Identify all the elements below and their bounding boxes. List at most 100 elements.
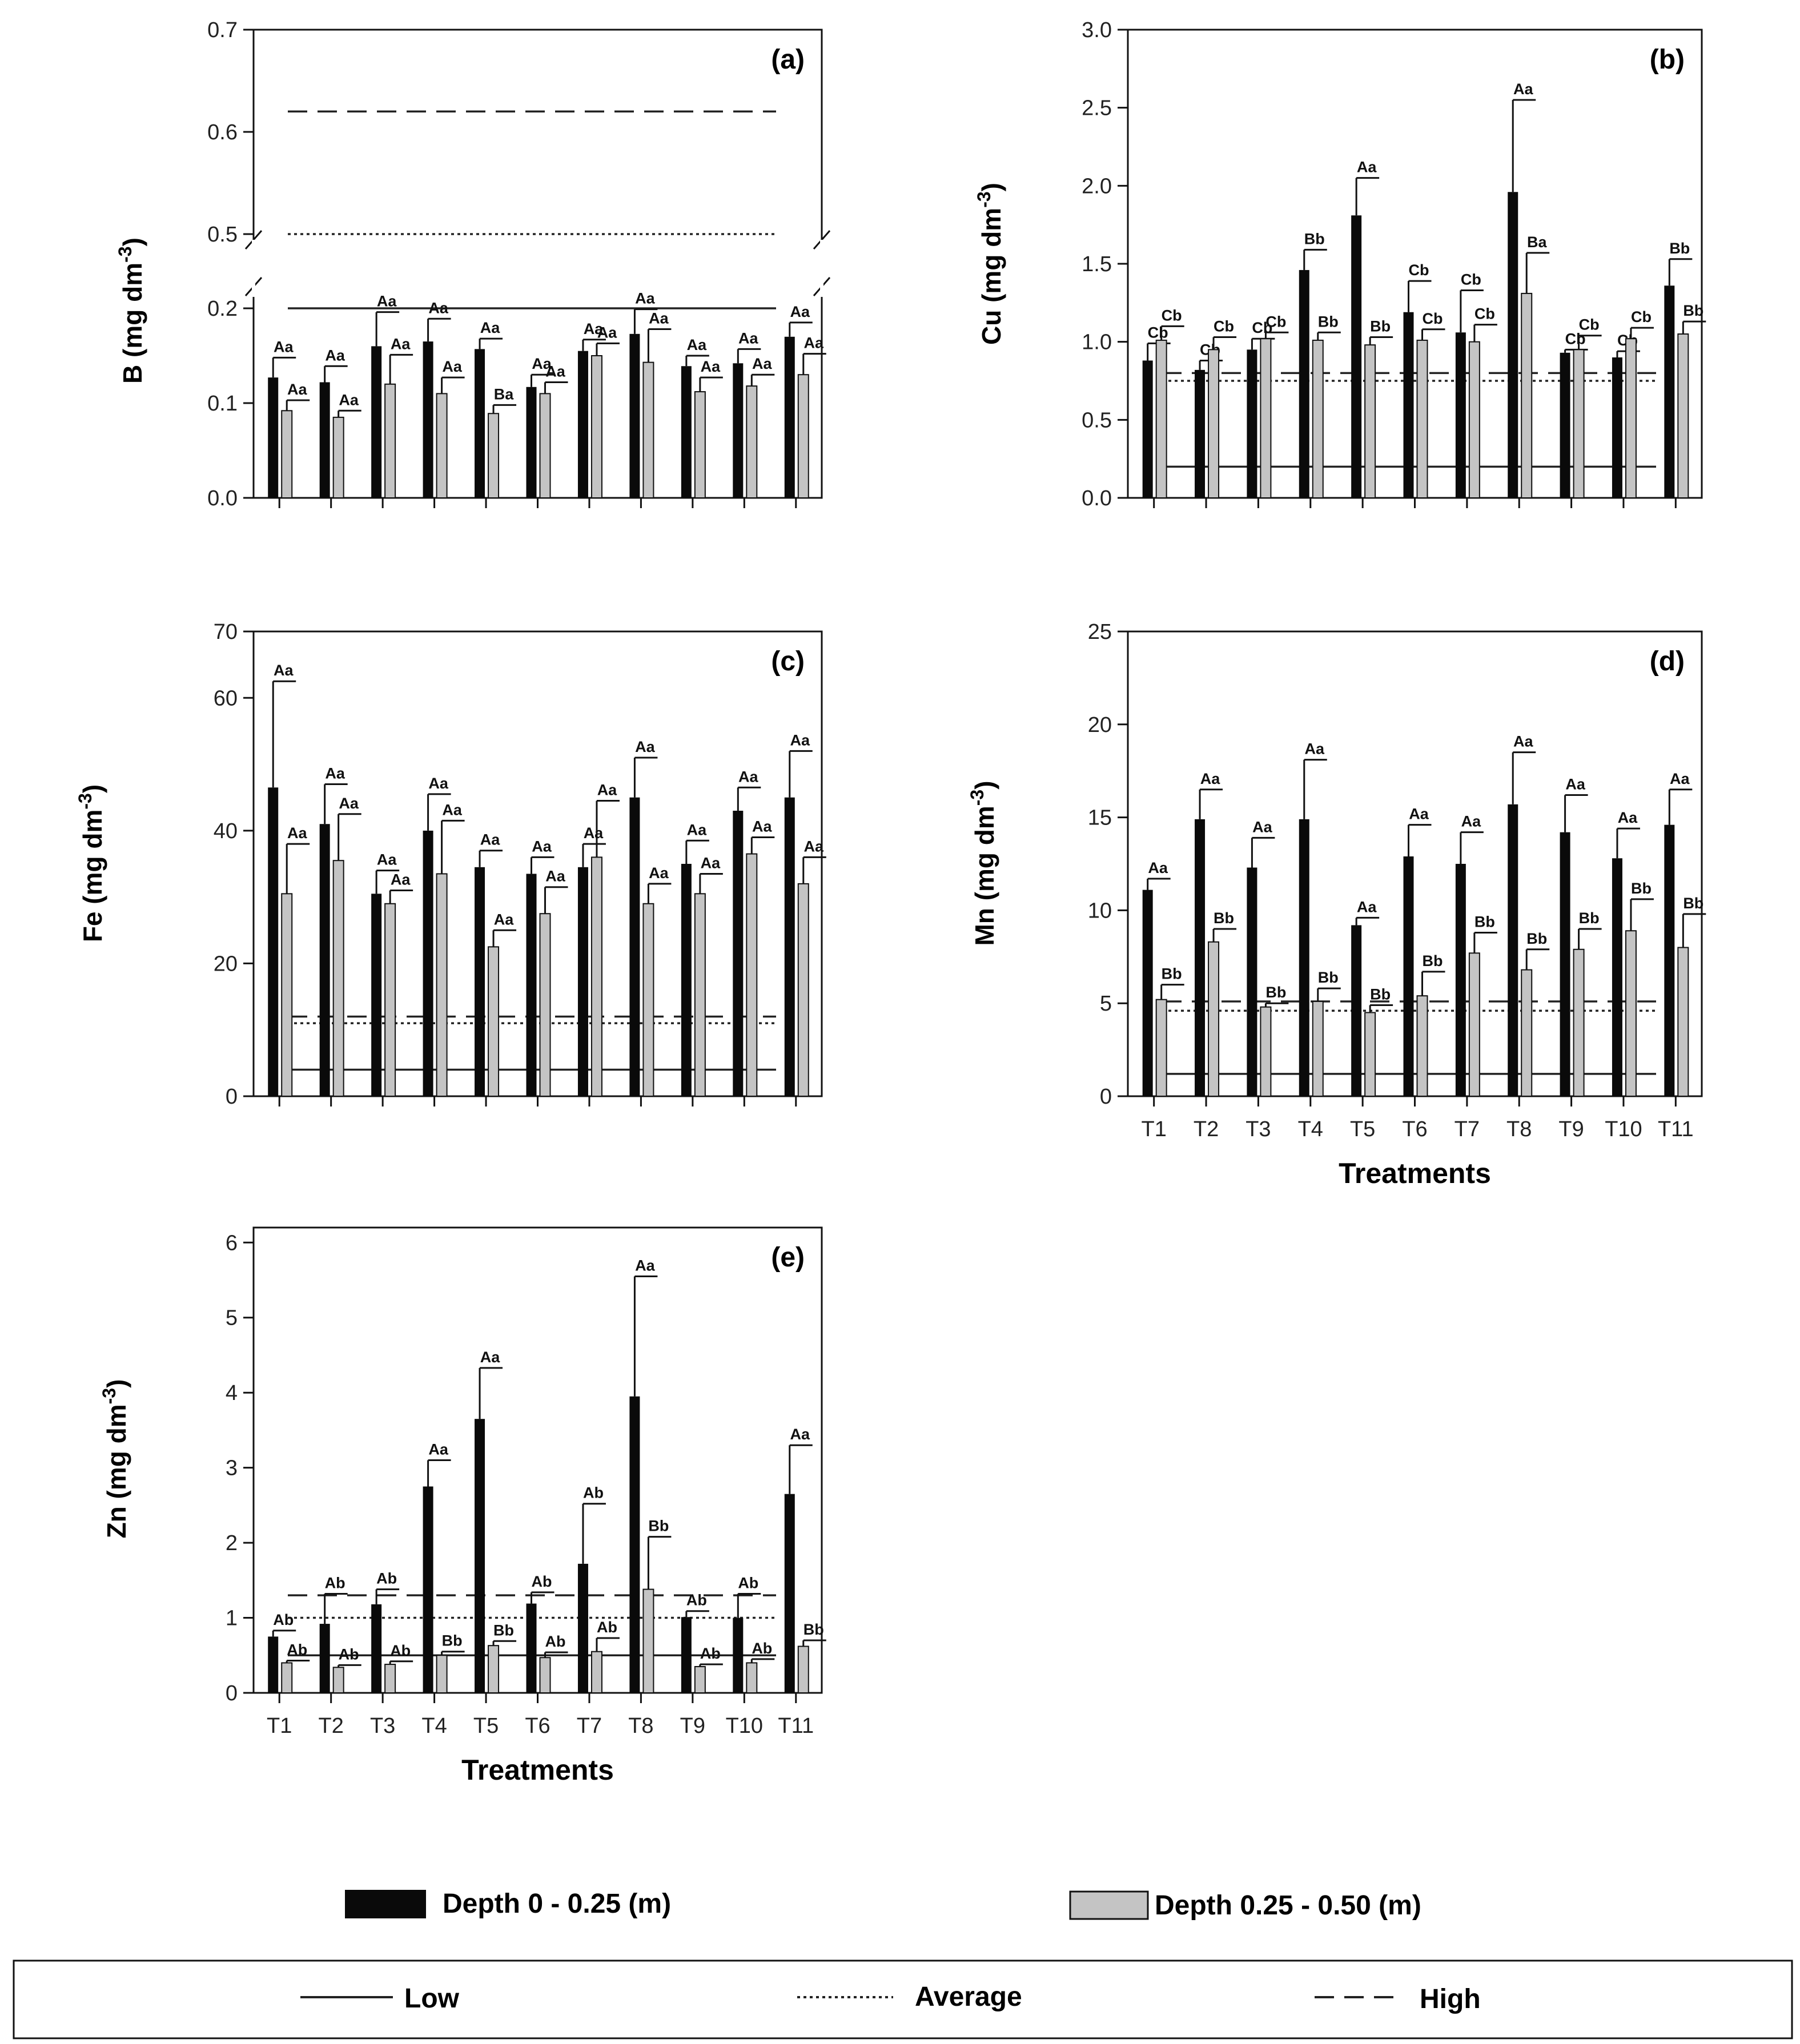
panel-d-significance-label: Bb <box>1579 910 1600 927</box>
panel-c-y-tick-label: 40 <box>214 819 238 843</box>
panel-e-significance-label: Ab <box>532 1573 552 1590</box>
panel-a-significance-label: Aa <box>649 310 669 327</box>
panel-e-bar-t7-depth2 <box>590 1651 602 1694</box>
panel-e-bar-t5-depth1 <box>475 1419 485 1693</box>
panel-d-y-tick-label: 25 <box>1088 620 1112 644</box>
panel-c-significance-label: Aa <box>584 824 604 842</box>
panel-c-bar-t5-depth2 <box>488 946 500 1097</box>
panel-e-significance-label: Ab <box>287 1641 307 1658</box>
panel-a-significance-label: Aa <box>804 335 824 352</box>
legend-low-label: Low <box>404 1983 460 2014</box>
panel-c-significance-label: Aa <box>635 738 655 755</box>
panel-e-bar-t1-depth2 <box>281 1662 293 1694</box>
panel-a-bar-t8-depth1 <box>629 333 640 498</box>
panel-a-bar-t3-depth2 <box>384 383 396 498</box>
panel-e-y-tick-label: 0 <box>226 1681 238 1705</box>
panel-d-significance-label: Aa <box>1409 806 1429 823</box>
panel-a-significance-label: Aa <box>687 336 707 353</box>
panel-d-panel-tag: (d) <box>1650 646 1685 677</box>
panel-d-x-tick-label: T8 <box>1506 1117 1532 1141</box>
panel-a-significance-label: Aa <box>287 381 307 398</box>
panel-d-bar-t1-depth1 <box>1142 890 1153 1096</box>
panel-e-x-tick-label: T7 <box>577 1714 602 1738</box>
panel-e-significance-label: Ab <box>686 1592 707 1609</box>
panel-a-significance-label: Aa <box>584 320 604 337</box>
panel-c-significance-label: Aa <box>752 818 772 835</box>
panel-d-bar-t6-depth2 <box>1416 995 1428 1097</box>
panel-b-bar-t9-depth2 <box>1573 349 1585 498</box>
panel-b-y-tick-label: 2.5 <box>1082 96 1112 120</box>
panel-b-significance-label: Cb <box>1214 317 1234 335</box>
panel-d-bar-t2-depth1 <box>1195 819 1206 1096</box>
legend-high-label: High <box>1420 1984 1481 2014</box>
panel-a-significance-label: Aa <box>532 355 552 372</box>
panel-b-bar-t11-depth1 <box>1664 285 1675 498</box>
panel-e-x-tick-label: T9 <box>680 1714 705 1738</box>
panel-c-bar-t7-depth2 <box>590 856 602 1097</box>
panel-b-significance-label: Aa <box>1513 81 1533 98</box>
panel-a-significance-label: Aa <box>752 355 772 372</box>
panel-c-bar-t9-depth2 <box>694 893 706 1097</box>
panel-e-bar-t2-depth2 <box>332 1667 344 1693</box>
panel-d-bar-t7-depth1 <box>1455 864 1466 1096</box>
panel-e-y-tick-label: 3 <box>226 1456 238 1480</box>
panel-d-chart: 0 5 10 15 20 25 T1 T2 T3 T4 T5 T6 T7 T8 T9 T10 T11 Aa Aa Aa… <box>967 620 1706 1189</box>
panel-a-y-axis-label: B (mg dm-3) <box>115 238 147 384</box>
panel-e-significance-label: Bb <box>442 1632 463 1649</box>
panel-d-bar-t4-depth2 <box>1312 1000 1324 1097</box>
panel-c-significance-label: Aa <box>701 854 721 871</box>
panel-d-y-axis-label: Mn (mg dm-3) <box>967 780 999 945</box>
panel-b-bar-t2-depth1 <box>1195 369 1206 498</box>
panel-a-significance-label: Aa <box>391 335 411 352</box>
panel-e-significance-label: Ab <box>738 1574 758 1591</box>
panel-b-bar-t7-depth2 <box>1468 341 1480 499</box>
reference-legend: Low Average High <box>13 1959 1793 2039</box>
panel-c-significance-label: Aa <box>597 782 617 799</box>
panel-b-bar-t4-depth1 <box>1299 269 1309 498</box>
panel-d-bar-t10-depth2 <box>1625 930 1637 1097</box>
panel-e-bar-t8-depth1 <box>629 1396 640 1693</box>
panel-e-bar-t4-depth2 <box>436 1655 448 1693</box>
panel-b-bar-t8-depth2 <box>1521 292 1533 499</box>
panel-d-x-tick-label: T5 <box>1350 1117 1375 1141</box>
panel-a-significance-label: Ba <box>494 385 514 403</box>
panel-b-significance-label: Bb <box>1370 317 1391 335</box>
panel-a-y-tick-label: 0.2 <box>207 297 238 321</box>
panel-c-bar-t4-depth2 <box>436 873 448 1097</box>
panel-a-y-axis-label-superscript: -3 <box>115 246 135 262</box>
panel-d-y-tick-label: 10 <box>1088 899 1112 923</box>
panel-a-bar-t6-depth2 <box>539 393 551 499</box>
panel-c-y-tick-label: 20 <box>214 952 238 976</box>
panel-a-axis-break-gap <box>242 240 833 297</box>
panel-a-bar-t11-depth1 <box>784 336 795 498</box>
panel-a-bar-t6-depth1 <box>526 387 537 498</box>
panel-a-significance-label: Aa <box>274 338 294 355</box>
panel-c-significance-label: Aa <box>274 662 294 679</box>
panel-d-y-tick-label: 15 <box>1088 806 1112 830</box>
panel-b-significance-label: Aa <box>1357 159 1377 176</box>
panel-d-significance-label: Bb <box>1370 985 1391 1003</box>
panel-b-significance-label: Cb <box>1409 261 1429 279</box>
panel-a-y-tick-label: 0.7 <box>207 18 238 42</box>
panel-c-bar-t3-depth1 <box>371 894 382 1096</box>
panel-d-bar-t3-depth2 <box>1260 1006 1272 1097</box>
panel-d-bar-t6-depth1 <box>1403 856 1414 1096</box>
panel-d-bar-t4-depth1 <box>1299 819 1309 1096</box>
panel-b-significance-label: Bb <box>1683 302 1703 319</box>
panel-a-bar-t1-depth1 <box>268 377 279 498</box>
panel-e-panel-tag: (e) <box>771 1242 805 1273</box>
panel-a-significance-label: Aa <box>325 347 345 364</box>
panel-d-bar-t1-depth2 <box>1155 999 1167 1097</box>
panel-d-x-tick-label: T2 <box>1194 1117 1219 1141</box>
panel-c-significance-label: Aa <box>325 765 345 782</box>
panel-c-significance-label: Aa <box>339 795 359 812</box>
panel-b-bar-t3-depth1 <box>1247 349 1257 498</box>
panel-b-significance-label: Cb <box>1565 330 1586 347</box>
panel-c-significance-label: Aa <box>287 824 307 842</box>
panel-e-x-axis-label: Treatments <box>461 1754 614 1786</box>
panel-a-significance-label: Aa <box>701 358 721 375</box>
panel-d-significance-label: Aa <box>1200 770 1220 787</box>
panel-a-bar-t8-depth2 <box>642 361 654 498</box>
panel-e-y-tick-label: 5 <box>226 1306 238 1330</box>
panel-c-bar-t6-depth2 <box>539 913 551 1097</box>
